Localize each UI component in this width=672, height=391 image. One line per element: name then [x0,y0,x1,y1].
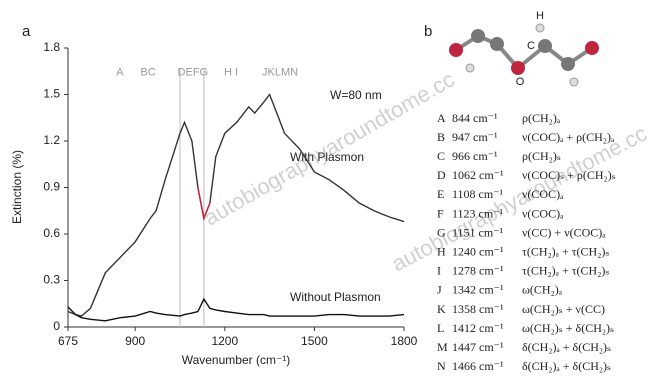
row-letter: D [437,168,446,182]
y-axis-title: Extinction (%) [10,150,24,224]
peak-label: H I [224,67,238,79]
peak-label: DEFG [178,67,209,79]
row-letter: F [437,206,444,220]
row-assignment: ω(CH₂)ₛ + ν(CC) [522,302,605,316]
series-line [67,93,405,317]
y-tick-label: 0.9 [43,180,60,194]
row-letter: K [437,302,446,316]
row-wavenumber: 947 cm⁻¹ [452,130,498,144]
row-assignment: ρ(CH₂)ₛ [522,149,561,163]
row-letter: N [437,359,446,373]
atom-label: H [536,10,544,22]
row-letter: I [437,264,441,278]
row-wavenumber: 966 cm⁻¹ [452,149,498,163]
atom-label: C [527,40,535,52]
row-wavenumber: 1412 cm⁻¹ [452,321,504,335]
y-tick-label: 1.5 [43,87,60,101]
row-wavenumber: 1151 cm⁻¹ [452,225,504,239]
row-wavenumber: 1342 cm⁻¹ [452,283,504,297]
row-letter: B [437,130,445,144]
row-assignment: δ(CH₂)ₐ + δ(CH₂)ₛ [522,359,611,373]
series-line [197,187,211,222]
y-tick-label: 0.3 [43,273,60,287]
row-wavenumber: 1062 cm⁻¹ [452,168,504,182]
series-label: Without Plasmon [290,290,381,304]
row-letter: E [437,187,444,201]
row-wavenumber: 1240 cm⁻¹ [452,244,504,258]
watermark: autobiographyaroundtome.cc [388,121,651,277]
y-tick-label: 0.6 [43,226,60,240]
row-letter: L [437,321,444,335]
row-assignment: τ(CH₂)ₐ + τ(CH₂)ₛ [522,264,609,278]
row-letter: G [437,225,446,239]
series-line [67,297,405,322]
row-assignment: ω(CH₂)ₐ [522,283,563,297]
molecule [449,23,599,87]
row-assignment: ν(COC)ₐ [522,187,564,201]
row-letter: H [437,244,446,258]
row-wavenumber: 1466 cm⁻¹ [452,359,504,373]
row-wavenumber: 844 cm⁻¹ [452,111,498,125]
row-wavenumber: 1447 cm⁻¹ [452,340,504,354]
row-assignment: ν(CC) + ν(COC)ₐ [522,225,606,239]
peak-label: JKLMN [262,67,298,79]
row-letter: M [437,340,448,354]
row-assignment: τ(CH₂)ₐ + τ(CH₂)ₛ [522,244,609,258]
row-letter: A [437,111,446,125]
x-tick-label: 1800 [391,334,418,348]
y-tick-label: 0 [53,319,60,333]
x-tick-label: 675 [58,334,78,348]
peak-label: BC [140,67,155,79]
x-tick-label: 1500 [301,334,328,348]
row-assignment: δ(CH₂)ₐ + δ(CH₂)ₛ [522,340,611,354]
x-tick-label: 1200 [211,334,238,348]
y-tick-label: 1.8 [43,40,60,54]
x-axis-title: Wavenumber (cm⁻¹) [182,353,291,367]
panel-label: a [22,23,31,40]
row-wavenumber: 1278 cm⁻¹ [452,264,504,278]
row-wavenumber: 1358 cm⁻¹ [452,302,504,316]
row-assignment: ν(COC)ₐ + ρ(CH₂)ₐ [522,130,615,144]
peak-label: A [116,67,124,79]
row-assignment: ρ(CH₂)ₐ [522,111,561,125]
row-letter: C [437,149,445,163]
row-letter: J [437,283,442,297]
series-label: With Plasmon [290,150,364,164]
row-wavenumber: 1123 cm⁻¹ [452,206,504,220]
panel-label: b [424,23,432,40]
row-assignment: ν(COC)ₛ + ρ(CH₂)ₛ [522,168,616,182]
row-wavenumber: 1108 cm⁻¹ [452,187,504,201]
y-tick-label: 1.2 [43,133,60,147]
row-assignment: ω(CH₂)ₛ + δ(CH₂)ₛ [522,321,614,335]
row-assignment: ν(COC)ₐ [522,206,564,220]
annotation: W=80 nm [330,88,382,102]
atom-label: O [516,76,525,88]
x-tick-label: 900 [125,334,145,348]
